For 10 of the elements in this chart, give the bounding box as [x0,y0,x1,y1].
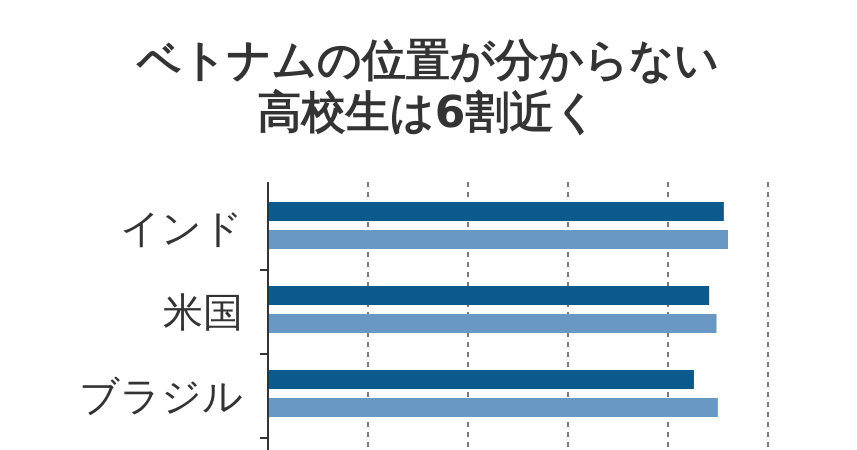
bar [268,230,728,249]
bar [268,398,718,417]
bar [268,370,694,389]
bar [268,286,710,305]
y-tick-label: インド [120,206,243,252]
y-tick-label: 米国 [163,290,243,336]
bar [268,314,716,333]
y-tick-label: ブラジル [79,374,243,420]
bar [268,202,724,221]
chart-title: ベトナムの位置が分からない高校生は6割近く [136,35,719,138]
